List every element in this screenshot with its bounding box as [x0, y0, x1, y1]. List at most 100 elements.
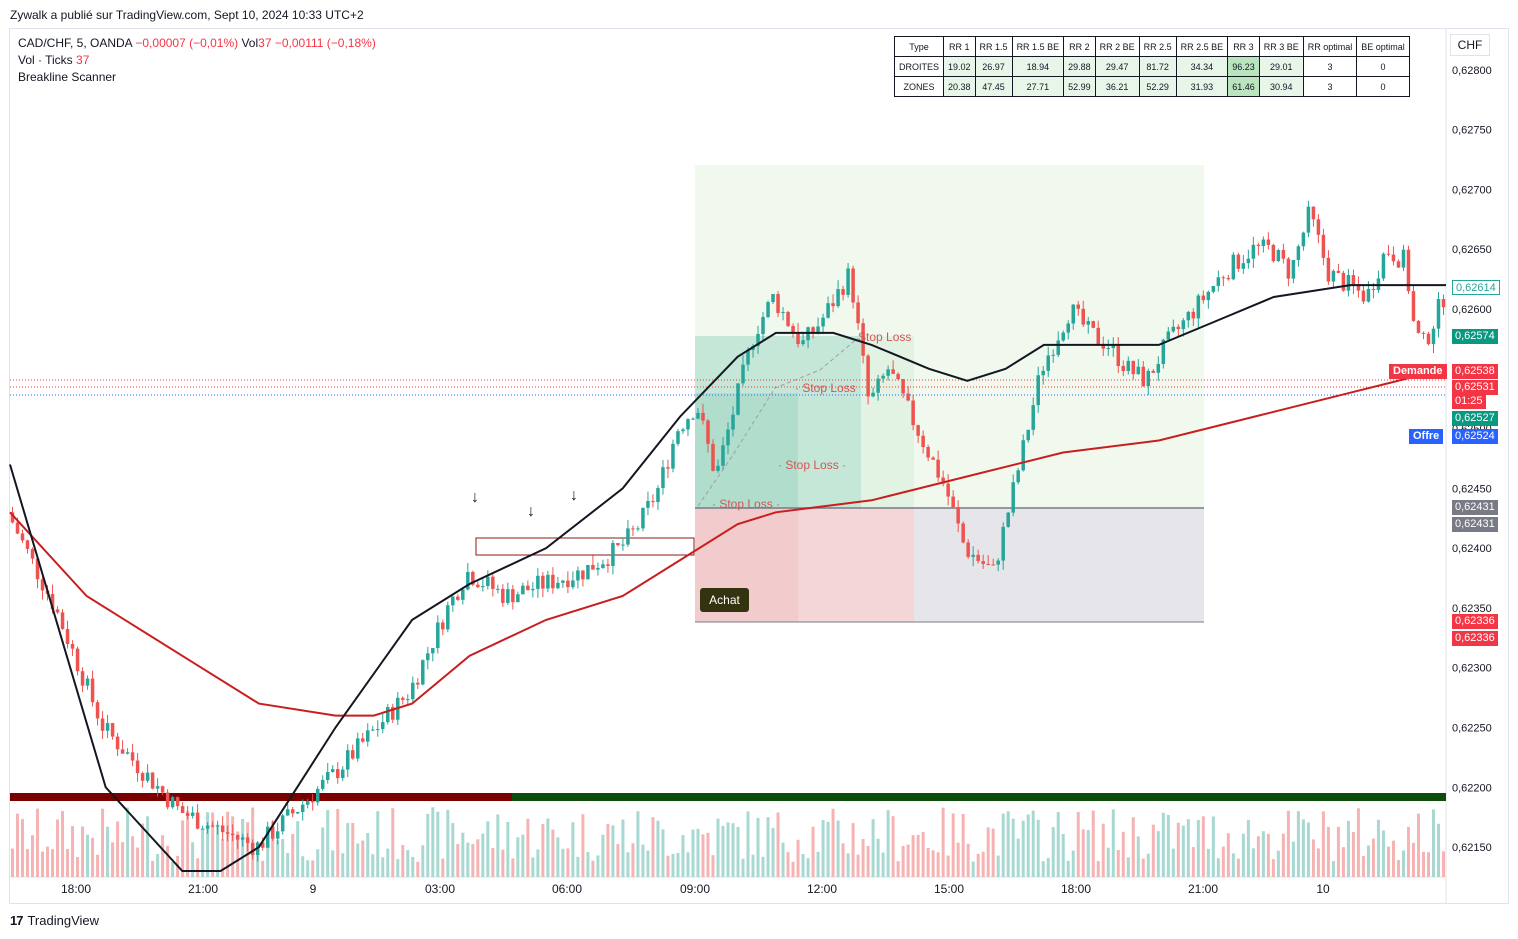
volume-bar [551, 829, 555, 877]
candle-body [325, 771, 330, 780]
indicator-label[interactable]: Breakline Scanner [18, 70, 117, 84]
volume-bar [286, 853, 290, 877]
candle-body [971, 554, 975, 557]
volume-bar [56, 819, 60, 877]
achat-label[interactable]: Achat [700, 588, 749, 612]
volume-bar [161, 835, 165, 877]
candle-body [1041, 370, 1045, 376]
volume-bar [186, 810, 190, 877]
volume-bar [901, 845, 905, 877]
stats-cell: 27.71 [1011, 76, 1065, 97]
volume-bar [446, 809, 450, 877]
volume-bar [531, 857, 535, 877]
time-tick-label: 18:00 [1061, 882, 1091, 896]
volume-bar [631, 843, 635, 877]
candle-body [1031, 405, 1035, 430]
candle-body [70, 643, 75, 649]
stats-cell: 96.23 [1227, 56, 1260, 77]
candle-body [481, 585, 485, 588]
candle-body [1171, 326, 1176, 332]
volume-bar [181, 820, 185, 877]
volume-bar [1091, 810, 1095, 877]
candle-body [1141, 366, 1146, 387]
candle-body [310, 801, 315, 803]
candle-body [1291, 259, 1296, 279]
trend-bar-bear [10, 793, 512, 801]
volume-bar [281, 839, 285, 877]
candle-body [350, 750, 355, 759]
volume-bar [1326, 826, 1330, 877]
candle-body [641, 507, 645, 529]
stats-header-cell: RR optimal [1302, 36, 1358, 57]
candle-body [836, 289, 840, 307]
volume-bar [96, 854, 100, 877]
candle-body [691, 418, 695, 420]
volume-bar [1221, 846, 1225, 877]
candle-body [451, 596, 455, 606]
candle-body [931, 457, 935, 460]
stats-header-row: Type RR 1 RR 1.5 RR 1.5 BE RR 2 RR 2 BE RR 2.5… [893, 36, 1410, 57]
stats-header-cell: RR 1.5 BE [1011, 36, 1065, 57]
candle-body [861, 323, 865, 356]
volume-bar [226, 811, 230, 877]
volume-bar [1031, 810, 1035, 877]
candle-body [461, 589, 465, 600]
volume-bar [806, 858, 810, 877]
tradingview-logo[interactable]: 17 TradingView [10, 913, 99, 928]
volume-bar [1411, 842, 1415, 877]
candle-body [631, 528, 635, 530]
volume-bar [1156, 831, 1160, 877]
candle-body [891, 369, 895, 374]
candle-body [871, 392, 875, 397]
vol-label: Vol [241, 36, 259, 50]
volume-bar [1276, 850, 1280, 877]
volume-bar [1236, 858, 1240, 877]
vol-value: 37 [258, 36, 272, 50]
volume-bar [461, 832, 465, 877]
candle-body [856, 302, 860, 324]
stats-cell: ZONES [893, 76, 945, 97]
volume-bar [1191, 847, 1195, 877]
volume-bar [1286, 810, 1290, 877]
candle-body [1186, 311, 1191, 321]
stats-header-cell: RR 1.5 [974, 36, 1013, 57]
tradingview-logo-icon: 17 [10, 913, 24, 928]
volume-bar [946, 855, 950, 877]
volume-bar [76, 857, 80, 877]
volume-bar [676, 852, 680, 877]
volume-bar [1026, 814, 1030, 877]
candle-body [1166, 331, 1171, 340]
symbol-label[interactable]: CAD/CHF, 5, OANDA [18, 36, 133, 50]
volume-bar [1426, 852, 1430, 877]
candle-body [1191, 311, 1196, 319]
volume-bar [1101, 823, 1105, 877]
volume-bar [1246, 819, 1250, 877]
stats-cell: 0 [1356, 76, 1410, 97]
candle-body [446, 605, 450, 630]
time-tick-label: 03:00 [425, 882, 455, 896]
ticks-label[interactable]: Vol · Ticks [18, 53, 73, 67]
breakout-box [475, 537, 695, 556]
volume-bar [366, 833, 370, 877]
volume-bar [1266, 833, 1270, 877]
volume-bar [426, 813, 430, 877]
volume-bar [1361, 855, 1365, 877]
time-tick-label: 09:00 [680, 882, 710, 896]
volume-bar [411, 856, 415, 877]
candle-body [35, 558, 40, 580]
candle-body [1061, 332, 1065, 341]
volume-bar [231, 816, 235, 877]
ema-slow-line [9, 367, 1447, 717]
currency-button[interactable]: CHF [1450, 34, 1490, 56]
candle-body [521, 585, 525, 595]
volume-bar [1086, 830, 1090, 877]
volume-bar [1331, 861, 1335, 877]
candle-body [1301, 232, 1306, 247]
candle-body [165, 792, 170, 808]
volume-bar [691, 829, 695, 877]
candle-body [1331, 270, 1336, 282]
stop-loss-label-2: · Stop Loss · [778, 458, 846, 472]
candle-body [696, 412, 700, 419]
price-tag: 0,62531 [1452, 380, 1498, 395]
